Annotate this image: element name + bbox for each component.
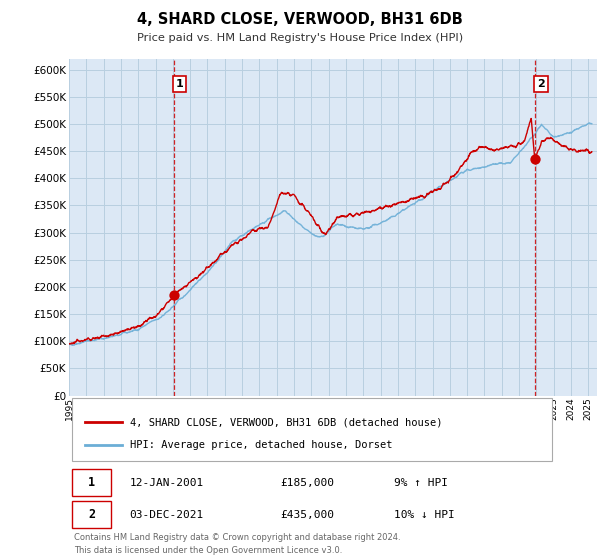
Text: This data is licensed under the Open Government Licence v3.0.: This data is licensed under the Open Gov… [74,546,343,555]
FancyBboxPatch shape [71,398,552,461]
Text: Price paid vs. HM Land Registry's House Price Index (HPI): Price paid vs. HM Land Registry's House … [137,32,463,43]
FancyBboxPatch shape [71,501,111,528]
Text: 03-DEC-2021: 03-DEC-2021 [130,510,204,520]
Text: £185,000: £185,000 [280,478,334,488]
Point [530,155,540,164]
FancyBboxPatch shape [71,469,111,496]
Text: 1: 1 [88,476,95,489]
Text: 2: 2 [537,79,545,89]
Text: HPI: Average price, detached house, Dorset: HPI: Average price, detached house, Dors… [130,440,392,450]
Text: 12-JAN-2001: 12-JAN-2001 [130,478,204,488]
Text: 4, SHARD CLOSE, VERWOOD, BH31 6DB: 4, SHARD CLOSE, VERWOOD, BH31 6DB [137,12,463,27]
Text: 9% ↑ HPI: 9% ↑ HPI [394,478,448,488]
Text: £435,000: £435,000 [280,510,334,520]
Text: 10% ↓ HPI: 10% ↓ HPI [394,510,454,520]
Point [169,291,178,300]
Text: 2: 2 [88,508,95,521]
Text: Contains HM Land Registry data © Crown copyright and database right 2024.: Contains HM Land Registry data © Crown c… [74,533,401,542]
Text: 4, SHARD CLOSE, VERWOOD, BH31 6DB (detached house): 4, SHARD CLOSE, VERWOOD, BH31 6DB (detac… [130,417,442,427]
Text: 1: 1 [176,79,184,89]
